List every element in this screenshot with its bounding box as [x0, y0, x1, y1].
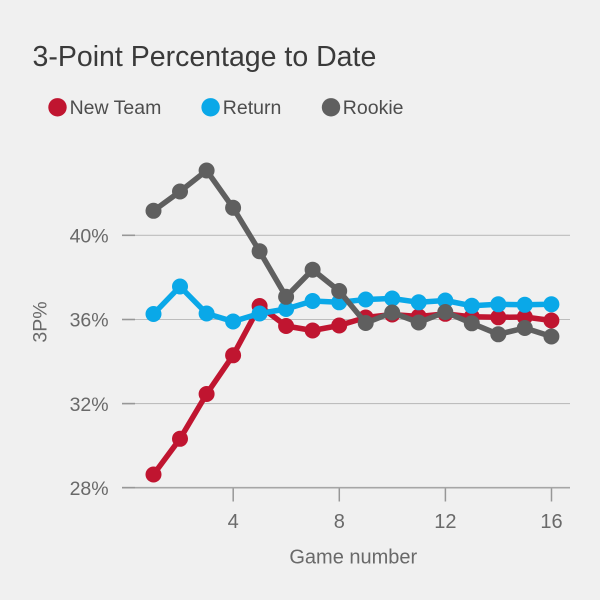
svg-text:28%: 28% — [70, 478, 109, 500]
svg-text:New Team: New Team — [70, 97, 162, 119]
svg-text:40%: 40% — [70, 226, 109, 248]
svg-text:Game number: Game number — [289, 547, 417, 569]
svg-text:Rookie: Rookie — [343, 97, 404, 119]
svg-text:3-Point Percentage to Date: 3-Point Percentage to Date — [33, 41, 377, 73]
svg-text:16: 16 — [540, 511, 562, 533]
svg-text:36%: 36% — [70, 310, 109, 332]
svg-text:12: 12 — [434, 511, 456, 533]
svg-text:8: 8 — [334, 511, 345, 533]
svg-text:Return: Return — [223, 97, 282, 119]
svg-text:32%: 32% — [70, 394, 109, 416]
svg-text:3P%: 3P% — [29, 301, 51, 342]
svg-text:4: 4 — [228, 511, 239, 533]
